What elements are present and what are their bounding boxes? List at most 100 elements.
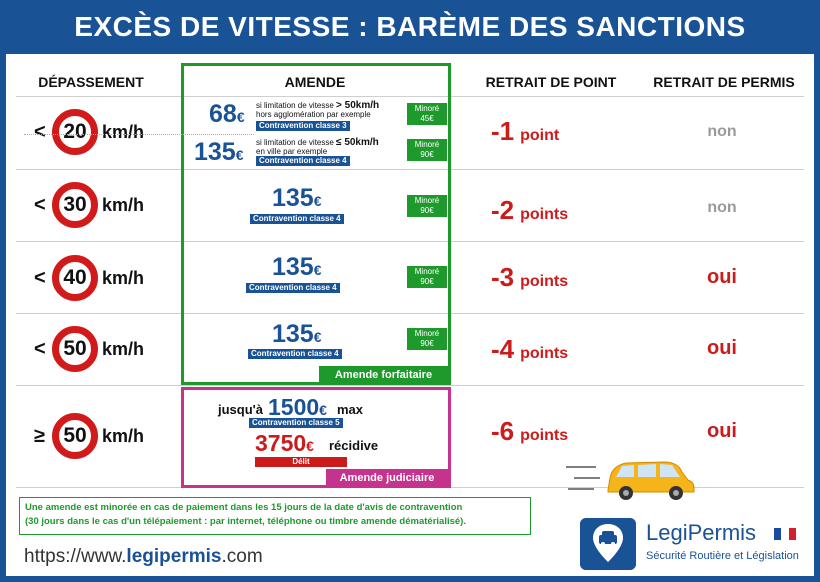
contravention-class-badge: Contravention classe 3 xyxy=(256,121,350,131)
minore-value: 90€ xyxy=(420,206,434,215)
points-word: points xyxy=(520,427,569,444)
retrait-points: -6 points xyxy=(491,416,568,447)
condition-example: hors agglomération par exemple xyxy=(256,110,371,119)
speed-limit-sign-icon: 30 xyxy=(52,182,98,228)
speed-limit-sign-icon: 50 xyxy=(52,413,98,459)
fine-upto-label: jusqu'à xyxy=(218,402,263,417)
points-number: -2 xyxy=(491,195,515,225)
condition-text: si limitation de vitesse xyxy=(256,101,334,110)
speed-symbol: < xyxy=(34,337,46,360)
retrait-permis-value: oui xyxy=(707,420,737,442)
condition-threshold: ≤ 50km/h xyxy=(336,137,379,148)
contravention-class-badge: Contravention classe 4 xyxy=(248,349,342,359)
speed-row-40: < 40 km/h xyxy=(34,255,144,301)
euro-sign: € xyxy=(313,262,322,278)
fine-recidive-label: récidive xyxy=(329,438,379,453)
france-flag-icon xyxy=(774,528,796,540)
header-retrait-point: RETRAIT DE POINT xyxy=(485,74,617,90)
row-divider xyxy=(16,96,804,97)
speed-row-20: < 20 km/h xyxy=(34,109,144,155)
contravention-class-badge: Contravention classe 4 xyxy=(256,156,350,166)
sanctions-card: DÉPASSEMENT AMENDE RETRAIT DE POINT RETR… xyxy=(6,54,814,576)
contravention-class-badge: Contravention classe 5 xyxy=(249,418,343,428)
points-number: -1 xyxy=(491,116,515,146)
brand-tagline: Sécurité Routière et Législation xyxy=(646,550,799,562)
amende-forfaitaire-label: Amende forfaitaire xyxy=(319,366,448,383)
minore-badge: Minoré 90€ xyxy=(407,195,447,217)
row-divider xyxy=(16,385,804,386)
speeding-car-icon xyxy=(566,461,695,500)
minore-badge: Minoré 90€ xyxy=(407,328,447,350)
speed-symbol: < xyxy=(34,266,46,289)
sign-value: 40 xyxy=(63,266,87,289)
note-line: (30 jours dans le cas d'un télépaiement … xyxy=(25,516,466,527)
fine-amount: 135€ xyxy=(272,184,322,213)
speed-unit: km/h xyxy=(102,338,145,359)
brand-name: LegiPermis xyxy=(646,520,757,545)
euro-sign: € xyxy=(319,402,327,418)
fine-value: 135 xyxy=(272,184,314,212)
condition-text: si limitation de vitesse xyxy=(256,138,334,147)
sign-value: 20 xyxy=(63,120,87,143)
speed-unit: km/h xyxy=(102,267,145,288)
header-amende: AMENDE xyxy=(284,74,346,90)
contravention-class-badge: Contravention classe 4 xyxy=(246,283,340,293)
euro-sign: € xyxy=(306,438,314,454)
fine-amount: 68€ xyxy=(209,100,245,129)
amende-forfaitaire-box xyxy=(181,63,451,385)
header-depassement: DÉPASSEMENT xyxy=(38,74,144,90)
fine-value: 135 xyxy=(194,138,236,166)
row-divider xyxy=(16,169,804,170)
contravention-class-badge: Contravention classe 4 xyxy=(250,214,344,224)
site-url-link[interactable]: https://www.legipermis.com xyxy=(24,546,263,568)
fine-condition: si limitation de vitesse ≤ 50km/h en vill… xyxy=(256,137,379,157)
points-number: -6 xyxy=(491,416,515,446)
amende-judiciaire-label: Amende judiciaire xyxy=(326,469,448,486)
row-divider xyxy=(16,313,804,314)
retrait-points: -1 point xyxy=(491,116,559,147)
fine-condition: si limitation de vitesse > 50km/h hors ag… xyxy=(256,100,380,120)
speed-limit-sign-icon: 50 xyxy=(52,326,98,372)
retrait-points: -4 points xyxy=(491,334,568,365)
speed-limit-sign-icon: 40 xyxy=(52,255,98,301)
euro-sign: € xyxy=(313,329,322,345)
speed-symbol: ≥ xyxy=(34,424,45,447)
minoration-note: Une amende est minorée en cas de paiemen… xyxy=(19,497,531,535)
points-word: points xyxy=(520,273,569,290)
fine-recidive-amount: 3750€ xyxy=(255,430,314,457)
car-pin-icon xyxy=(580,518,636,570)
speed-symbol: < xyxy=(34,120,46,143)
fine-amount: 135€ xyxy=(272,320,322,349)
speed-row-50: < 50 km/h xyxy=(34,326,144,372)
retrait-permis-value: oui xyxy=(707,337,737,359)
condition-example: en ville par exemple xyxy=(256,147,328,156)
speed-unit: km/h xyxy=(102,425,145,446)
euro-sign: € xyxy=(313,193,322,209)
speed-unit: km/h xyxy=(102,194,145,215)
fine-value: 3750 xyxy=(255,430,307,456)
minore-label: Minoré xyxy=(414,196,440,205)
fine-amount: 135€ xyxy=(272,253,322,282)
condition-threshold: > 50km/h xyxy=(336,100,380,111)
retrait-permis-value: oui xyxy=(707,266,737,288)
points-word: point xyxy=(520,127,560,144)
sign-value: 50 xyxy=(63,424,87,447)
points-number: -4 xyxy=(491,334,515,364)
minore-badge: Minoré 45€ xyxy=(407,103,447,125)
url-prefix: https://www. xyxy=(24,546,127,567)
minore-value: 90€ xyxy=(420,150,434,159)
note-line: Une amende est minorée en cas de paiemen… xyxy=(25,502,463,513)
delit-badge: Délit xyxy=(255,457,347,467)
minore-label: Minoré xyxy=(414,140,440,149)
euro-sign: € xyxy=(236,109,245,125)
fine-value: 68 xyxy=(209,100,237,128)
minore-badge: Minoré 90€ xyxy=(407,139,447,161)
url-suffix: .com xyxy=(221,546,263,567)
fine-value: 135 xyxy=(272,320,314,348)
minore-label: Minoré xyxy=(414,329,440,338)
fine-max-label: max xyxy=(337,402,364,417)
sign-value: 30 xyxy=(63,193,87,216)
retrait-permis-value: non xyxy=(707,123,737,140)
speed-unit: km/h xyxy=(102,121,145,142)
